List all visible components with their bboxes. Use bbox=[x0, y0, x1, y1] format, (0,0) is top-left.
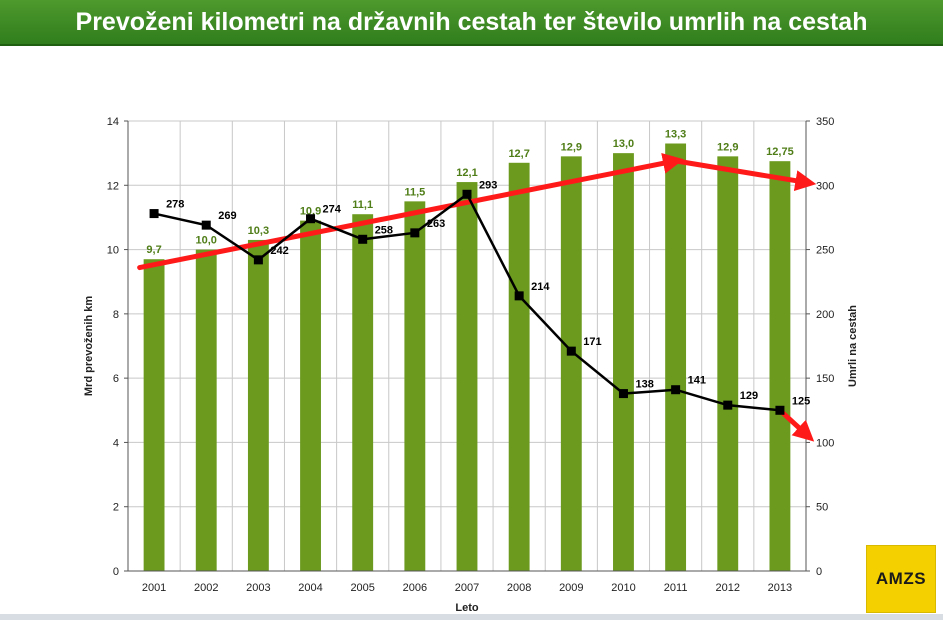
bar-label-2004: 10,9 bbox=[300, 206, 321, 218]
x-tick-label: 2006 bbox=[403, 582, 427, 594]
deaths-marker-2010 bbox=[618, 389, 628, 399]
bar-label-2001: 9,7 bbox=[146, 244, 161, 256]
deaths-label-2013: 125 bbox=[792, 395, 810, 407]
tick-label-right: 150 bbox=[816, 373, 834, 385]
bar-label-2002: 10,0 bbox=[196, 235, 217, 247]
tick-label-right: 250 bbox=[816, 245, 834, 257]
x-tick-label: 2013 bbox=[768, 582, 792, 594]
bar-2005 bbox=[352, 214, 374, 571]
trend-arrow-2 bbox=[673, 158, 817, 192]
bar-2010 bbox=[613, 153, 634, 571]
deaths-label-2003: 242 bbox=[270, 245, 288, 257]
deaths-marker-2006 bbox=[410, 228, 420, 238]
trend-arrow-1 bbox=[137, 153, 684, 271]
tick-label-left: 0 bbox=[113, 566, 119, 578]
deaths-marker-2009 bbox=[566, 346, 576, 356]
title-bar: Prevoženi kilometri na državnih cestah t… bbox=[0, 0, 943, 46]
tick-label-right: 350 bbox=[816, 116, 834, 128]
deaths-marker-2008 bbox=[514, 291, 524, 301]
amzs-logo: AMZS bbox=[866, 545, 936, 613]
tick-label-left: 4 bbox=[113, 437, 119, 449]
x-tick-label: 2004 bbox=[298, 582, 322, 594]
bar-2001 bbox=[143, 259, 165, 571]
tick-label-left: 6 bbox=[113, 373, 119, 385]
tick-label-left: 10 bbox=[107, 245, 119, 257]
deaths-label-2002: 269 bbox=[218, 210, 236, 222]
bar-label-2010: 13,0 bbox=[613, 138, 634, 150]
bar-2012 bbox=[717, 156, 739, 571]
bottom-divider bbox=[0, 614, 943, 620]
x-tick-label: 2008 bbox=[507, 582, 531, 594]
y-axis-title-left: Mrd prevoženih km bbox=[83, 296, 95, 396]
x-tick-label: 2003 bbox=[246, 582, 270, 594]
x-tick-label: 2007 bbox=[455, 582, 479, 594]
deaths-marker-2002 bbox=[201, 220, 211, 230]
tick-label-right: 0 bbox=[816, 566, 822, 578]
deaths-marker-2003 bbox=[253, 255, 263, 265]
logo-text: AMZS bbox=[875, 569, 927, 588]
deaths-label-2001: 278 bbox=[166, 199, 184, 211]
deaths-label-2009: 171 bbox=[583, 336, 601, 348]
bar-2006 bbox=[404, 201, 426, 571]
bar-2008 bbox=[508, 162, 530, 571]
x-tick-label: 2010 bbox=[611, 582, 635, 594]
bar-2013 bbox=[769, 161, 791, 571]
deaths-marker-2011 bbox=[671, 385, 681, 395]
deaths-label-2012: 129 bbox=[740, 390, 758, 402]
deaths-label-2007: 293 bbox=[479, 179, 497, 191]
deaths-marker-2001 bbox=[149, 209, 159, 219]
deaths-label-2006: 263 bbox=[427, 218, 445, 230]
bar-label-2012: 12,9 bbox=[717, 141, 738, 153]
bar-label-2003: 10,3 bbox=[248, 225, 269, 237]
bar-label-2011: 13,3 bbox=[665, 129, 686, 141]
deaths-marker-2007 bbox=[462, 189, 472, 199]
deaths-marker-2005 bbox=[358, 234, 368, 244]
deaths-marker-2012 bbox=[723, 400, 733, 410]
bar-2009 bbox=[560, 156, 582, 571]
x-tick-label: 2005 bbox=[350, 582, 374, 594]
bar-label-2008: 12,7 bbox=[508, 148, 529, 160]
tick-label-right: 100 bbox=[816, 437, 834, 449]
deaths-label-2011: 141 bbox=[688, 375, 706, 387]
bar-label-2007: 12,1 bbox=[456, 167, 477, 179]
chart: 0 2 4 6 8 10 12 14 0 50 100 150 200 250 300 350 2001 2002… bbox=[83, 116, 859, 614]
bar-label-2006: 11,5 bbox=[404, 186, 425, 198]
tick-label-left: 2 bbox=[113, 502, 119, 514]
tick-label-right: 50 bbox=[816, 502, 828, 514]
deaths-label-2010: 138 bbox=[635, 379, 653, 391]
x-tick-label: 2001 bbox=[142, 582, 166, 594]
tick-label-right: 200 bbox=[816, 309, 834, 321]
bar-2003 bbox=[247, 239, 269, 571]
x-tick-label: 2012 bbox=[716, 582, 740, 594]
tick-label-right: 300 bbox=[816, 180, 834, 192]
bar-label-2013: 12,75 bbox=[766, 146, 794, 158]
x-tick-label: 2002 bbox=[194, 582, 218, 594]
bar-2007 bbox=[456, 182, 478, 572]
bar-label-2005: 11,1 bbox=[352, 199, 373, 211]
y-axis-title-right: Umrli na cestah bbox=[847, 305, 859, 387]
deaths-marker-2004 bbox=[306, 214, 316, 224]
trend-arrow-3 bbox=[777, 407, 815, 442]
tick-label-left: 14 bbox=[107, 116, 119, 128]
bar-label-2009: 12,9 bbox=[561, 141, 582, 153]
deaths-label-2004: 274 bbox=[323, 204, 342, 216]
slide-title: Prevoženi kilometri na državnih cestah t… bbox=[75, 7, 868, 36]
deaths-label-2008: 214 bbox=[531, 281, 550, 293]
deaths-marker-2013 bbox=[775, 405, 785, 415]
deaths-label-2005: 258 bbox=[375, 224, 393, 236]
tick-label-left: 8 bbox=[113, 309, 119, 321]
tick-label-left: 12 bbox=[107, 180, 119, 192]
bar-2002 bbox=[195, 249, 217, 572]
x-axis-title: Leto bbox=[455, 602, 479, 614]
bar-2011 bbox=[665, 143, 687, 571]
bar-2004 bbox=[300, 220, 321, 571]
x-tick-label: 2011 bbox=[664, 582, 688, 594]
x-tick-label: 2009 bbox=[559, 582, 583, 594]
